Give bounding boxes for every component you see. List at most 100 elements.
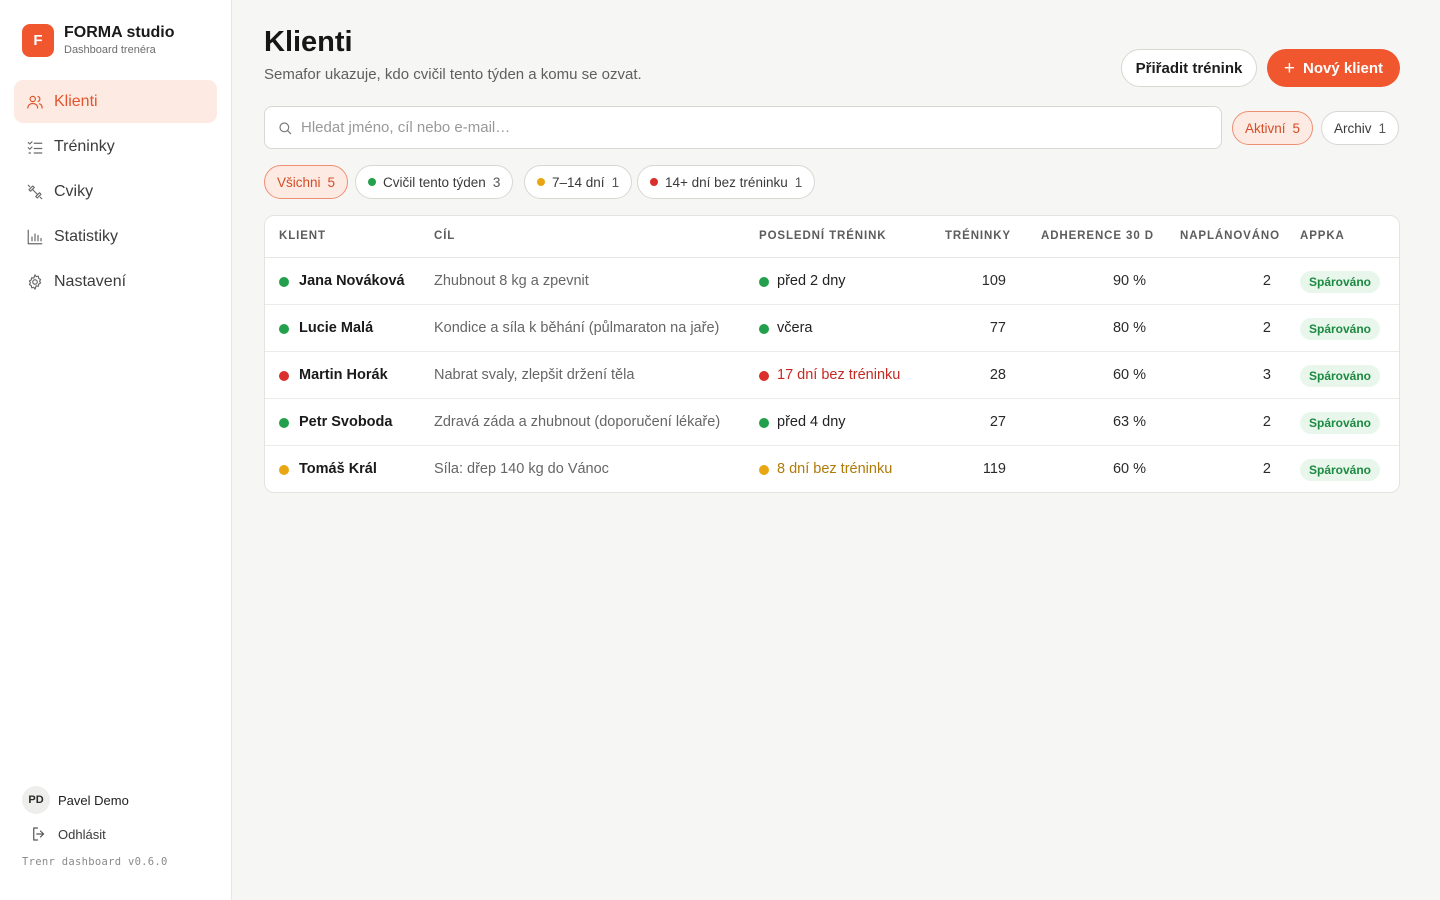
tab-label: Aktivní	[1245, 120, 1286, 136]
user-profile[interactable]: PD Pavel Demo	[22, 786, 129, 814]
sidebar-item-klienti[interactable]: Klienti	[14, 80, 217, 123]
sidebar-item-label: Cviky	[54, 182, 94, 200]
sidebar-nav: Klienti Tréninky Cviky Statistiky Nastav…	[14, 80, 217, 305]
dumbbell-icon	[26, 183, 44, 201]
client-name[interactable]: Martin Horák	[299, 367, 388, 383]
column-header-adherence[interactable]: ADHERENCE 30 D	[1041, 230, 1154, 242]
client-name[interactable]: Lucie Malá	[299, 320, 374, 336]
filter-this-week[interactable]: Cvičil tento týden 3	[355, 165, 514, 199]
table-body: Jana Nováková Zhubnout 8 kg a zpevnit př…	[265, 258, 1399, 492]
client-status-dot	[279, 371, 289, 381]
filter-label: 7–14 dní	[552, 174, 605, 190]
client-status-dot	[279, 324, 289, 334]
tab-label: Archiv	[1334, 120, 1372, 136]
column-header-trainings[interactable]: TRÉNINKY	[945, 230, 1011, 242]
sidebar-item-treninky[interactable]: Tréninky	[14, 125, 217, 168]
adherence-value: 80 %	[1112, 320, 1146, 336]
client-status-dot	[279, 465, 289, 475]
client-name[interactable]: Petr Svoboda	[299, 414, 393, 430]
filter-label: Cvičil tento týden	[383, 174, 486, 190]
table-row[interactable]: Lucie Malá Kondice a síla k běhání (půlm…	[265, 305, 1399, 352]
red-status-dot	[650, 178, 658, 186]
adherence-value: 90 %	[1112, 273, 1146, 289]
bar-chart-icon	[26, 228, 44, 246]
trainings-count: 28	[989, 367, 1006, 383]
page-title: Klienti	[264, 26, 353, 58]
search-icon	[279, 121, 292, 134]
table-row[interactable]: Martin Horák Nabrat svaly, zlepšit držen…	[265, 352, 1399, 399]
client-status-dot	[279, 418, 289, 428]
column-header-last-training[interactable]: POSLEDNÍ TRÉNINK	[759, 230, 887, 242]
search-bar[interactable]	[264, 106, 1222, 149]
last-training: před 4 dny	[777, 414, 846, 430]
last-training-dot	[759, 277, 769, 287]
plus-icon: +	[1283, 57, 1296, 79]
last-training-dot	[759, 418, 769, 428]
filter-all[interactable]: Všichni 5	[264, 165, 349, 199]
tab-archiv[interactable]: Archiv 1	[1321, 111, 1400, 145]
table-row[interactable]: Jana Nováková Zhubnout 8 kg a zpevnit př…	[265, 258, 1399, 305]
last-training: 8 dní bez tréninku	[777, 461, 893, 477]
filter-count: 1	[611, 174, 620, 190]
gear-icon	[26, 273, 44, 291]
client-goal: Zhubnout 8 kg a zpevnit	[434, 273, 589, 289]
sidebar-item-statistiky[interactable]: Statistiky	[14, 215, 217, 258]
column-header-planned[interactable]: NAPLÁNOVÁNO	[1180, 230, 1280, 242]
checklist-icon	[26, 138, 44, 156]
app-status-badge: Spárováno	[1300, 365, 1381, 387]
main-content: Klienti Semafor ukazuje, kdo cvičil tent…	[232, 0, 1440, 900]
table-row[interactable]: Petr Svoboda Zdravá záda a zhubnout (dop…	[265, 399, 1399, 446]
tab-count: 1	[1378, 120, 1387, 136]
search-input[interactable]	[301, 119, 1201, 136]
client-name[interactable]: Jana Nováková	[299, 273, 405, 289]
new-client-button[interactable]: + Nový klient	[1267, 49, 1400, 87]
last-training: včera	[777, 320, 813, 336]
app-status-badge: Spárováno	[1300, 271, 1381, 293]
sidebar: F FORMA studio Dashboard trenéra Klienti…	[0, 0, 232, 900]
tab-aktivni[interactable]: Aktivní 5	[1232, 111, 1314, 145]
column-header-app[interactable]: APPKA	[1300, 230, 1345, 242]
tab-count: 5	[1292, 120, 1301, 136]
logout-label: Odhlásit	[58, 826, 106, 842]
filter-label: Všichni	[277, 174, 321, 190]
adherence-value: 60 %	[1112, 461, 1146, 477]
sidebar-item-label: Tréninky	[54, 137, 115, 155]
column-header-goal[interactable]: CÍL	[434, 230, 456, 242]
filter-7-14-days[interactable]: 7–14 dní 1	[524, 165, 633, 199]
adherence-value: 63 %	[1112, 414, 1146, 430]
clients-table: KLIENT CÍL POSLEDNÍ TRÉNINK TRÉNINKY ADH…	[264, 215, 1400, 493]
trainings-count: 109	[981, 273, 1006, 289]
filter-label: 14+ dní bez tréninku	[665, 174, 788, 190]
sidebar-item-label: Statistiky	[54, 227, 119, 245]
amber-status-dot	[537, 178, 545, 186]
logout-button[interactable]: Odhlásit	[30, 825, 106, 843]
planned-count: 2	[1262, 414, 1271, 430]
last-training: před 2 dny	[777, 273, 846, 289]
last-training-dot	[759, 465, 769, 475]
client-status-dot	[279, 277, 289, 287]
sidebar-item-nastaveni[interactable]: Nastavení	[14, 260, 217, 303]
brand-name: FORMA studio	[64, 24, 175, 41]
user-name: Pavel Demo	[58, 792, 129, 808]
brand[interactable]: F FORMA studio Dashboard trenéra	[22, 24, 175, 57]
app-status-badge: Spárováno	[1300, 318, 1381, 340]
filter-count: 1	[794, 174, 803, 190]
client-name[interactable]: Tomáš Král	[299, 461, 377, 477]
filter-count: 5	[327, 174, 336, 190]
client-goal: Kondice a síla k běhání (půlmaraton na j…	[434, 320, 720, 336]
planned-count: 2	[1262, 273, 1271, 289]
trainings-count: 119	[982, 461, 1006, 477]
new-client-label: Nový klient	[1303, 59, 1384, 77]
column-header-client[interactable]: KLIENT	[279, 230, 326, 242]
last-training: 17 dní bez tréninku	[777, 367, 901, 383]
filter-14-plus-days[interactable]: 14+ dní bez tréninku 1	[637, 165, 816, 199]
filter-count: 3	[492, 174, 501, 190]
table-row[interactable]: Tomáš Král Síla: dřep 140 kg do Vánoc 8 …	[265, 446, 1399, 492]
assign-training-button[interactable]: Přiřadit trénink	[1121, 49, 1257, 87]
trainings-count: 27	[989, 414, 1006, 430]
sidebar-item-cviky[interactable]: Cviky	[14, 170, 217, 213]
planned-count: 2	[1262, 320, 1271, 336]
adherence-value: 60 %	[1112, 367, 1146, 383]
planned-count: 3	[1262, 367, 1271, 383]
brand-subtitle: Dashboard trenéra	[64, 44, 156, 56]
